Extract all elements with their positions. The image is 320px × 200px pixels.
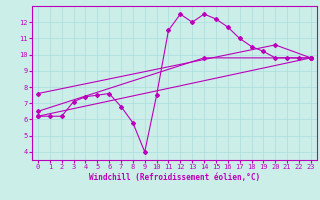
X-axis label: Windchill (Refroidissement éolien,°C): Windchill (Refroidissement éolien,°C) — [89, 173, 260, 182]
